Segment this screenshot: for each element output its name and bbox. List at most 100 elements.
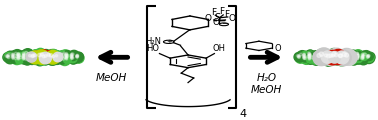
Ellipse shape bbox=[5, 54, 13, 62]
Ellipse shape bbox=[328, 54, 331, 57]
Ellipse shape bbox=[343, 51, 352, 60]
Ellipse shape bbox=[324, 52, 327, 54]
Ellipse shape bbox=[53, 52, 61, 60]
Ellipse shape bbox=[33, 59, 36, 61]
Ellipse shape bbox=[74, 52, 82, 61]
Ellipse shape bbox=[330, 52, 332, 55]
Ellipse shape bbox=[324, 57, 327, 59]
Ellipse shape bbox=[22, 58, 25, 60]
Ellipse shape bbox=[324, 56, 327, 59]
Ellipse shape bbox=[313, 55, 316, 57]
Ellipse shape bbox=[50, 54, 51, 56]
Ellipse shape bbox=[47, 53, 56, 61]
Ellipse shape bbox=[319, 55, 321, 57]
Text: O: O bbox=[204, 14, 211, 23]
Ellipse shape bbox=[20, 52, 29, 61]
Ellipse shape bbox=[33, 53, 36, 55]
Ellipse shape bbox=[341, 53, 342, 55]
Ellipse shape bbox=[31, 54, 40, 63]
Ellipse shape bbox=[47, 56, 56, 65]
Ellipse shape bbox=[345, 52, 348, 55]
Ellipse shape bbox=[45, 54, 49, 57]
Ellipse shape bbox=[65, 54, 68, 56]
Ellipse shape bbox=[31, 56, 40, 64]
Ellipse shape bbox=[356, 57, 359, 59]
Ellipse shape bbox=[347, 55, 350, 57]
Ellipse shape bbox=[74, 53, 83, 62]
Ellipse shape bbox=[76, 55, 78, 57]
Ellipse shape bbox=[49, 56, 51, 58]
Ellipse shape bbox=[335, 52, 337, 54]
Ellipse shape bbox=[44, 55, 46, 57]
Ellipse shape bbox=[311, 55, 320, 63]
Ellipse shape bbox=[63, 52, 72, 61]
Ellipse shape bbox=[313, 50, 330, 66]
Ellipse shape bbox=[34, 54, 36, 56]
Ellipse shape bbox=[355, 53, 363, 60]
Ellipse shape bbox=[17, 53, 20, 55]
Ellipse shape bbox=[54, 53, 57, 55]
Ellipse shape bbox=[328, 54, 339, 64]
Ellipse shape bbox=[303, 57, 305, 59]
Ellipse shape bbox=[311, 52, 320, 60]
Ellipse shape bbox=[33, 52, 36, 54]
Ellipse shape bbox=[47, 51, 56, 59]
Ellipse shape bbox=[327, 53, 336, 62]
Ellipse shape bbox=[36, 56, 45, 65]
Ellipse shape bbox=[31, 54, 35, 57]
Ellipse shape bbox=[359, 51, 368, 59]
Ellipse shape bbox=[363, 53, 366, 56]
Text: O: O bbox=[274, 44, 281, 53]
Ellipse shape bbox=[338, 51, 347, 60]
Ellipse shape bbox=[49, 52, 51, 54]
Ellipse shape bbox=[356, 55, 359, 57]
Ellipse shape bbox=[324, 58, 327, 60]
Ellipse shape bbox=[6, 56, 9, 58]
Ellipse shape bbox=[22, 55, 25, 57]
Ellipse shape bbox=[22, 52, 25, 55]
Ellipse shape bbox=[44, 58, 46, 60]
Ellipse shape bbox=[336, 55, 338, 58]
Text: F: F bbox=[220, 7, 225, 16]
Ellipse shape bbox=[319, 52, 321, 55]
Ellipse shape bbox=[49, 54, 51, 57]
Ellipse shape bbox=[12, 54, 14, 56]
Ellipse shape bbox=[345, 56, 348, 58]
Ellipse shape bbox=[322, 50, 331, 59]
Ellipse shape bbox=[10, 52, 19, 60]
Ellipse shape bbox=[362, 56, 364, 59]
Ellipse shape bbox=[333, 55, 341, 62]
Ellipse shape bbox=[63, 54, 72, 63]
Ellipse shape bbox=[333, 53, 341, 61]
Ellipse shape bbox=[55, 57, 57, 60]
Ellipse shape bbox=[60, 57, 62, 59]
Ellipse shape bbox=[52, 55, 55, 58]
Ellipse shape bbox=[321, 57, 324, 60]
Ellipse shape bbox=[42, 56, 44, 59]
Ellipse shape bbox=[311, 53, 321, 62]
Ellipse shape bbox=[31, 51, 41, 61]
Ellipse shape bbox=[49, 56, 51, 59]
Ellipse shape bbox=[367, 55, 369, 57]
Ellipse shape bbox=[319, 52, 324, 56]
Ellipse shape bbox=[318, 52, 321, 54]
Ellipse shape bbox=[342, 52, 346, 57]
Text: −: − bbox=[221, 21, 227, 27]
Ellipse shape bbox=[26, 52, 37, 62]
Ellipse shape bbox=[15, 54, 24, 62]
Ellipse shape bbox=[354, 51, 363, 59]
Ellipse shape bbox=[311, 55, 321, 64]
Ellipse shape bbox=[44, 52, 46, 55]
Ellipse shape bbox=[360, 52, 368, 60]
Ellipse shape bbox=[335, 50, 351, 66]
Ellipse shape bbox=[35, 48, 46, 59]
Ellipse shape bbox=[68, 55, 77, 64]
Ellipse shape bbox=[39, 58, 41, 61]
Ellipse shape bbox=[325, 50, 340, 65]
Ellipse shape bbox=[22, 56, 32, 65]
Ellipse shape bbox=[26, 51, 34, 59]
Ellipse shape bbox=[54, 56, 57, 58]
Ellipse shape bbox=[323, 51, 339, 66]
Ellipse shape bbox=[355, 52, 358, 55]
Ellipse shape bbox=[328, 54, 332, 57]
